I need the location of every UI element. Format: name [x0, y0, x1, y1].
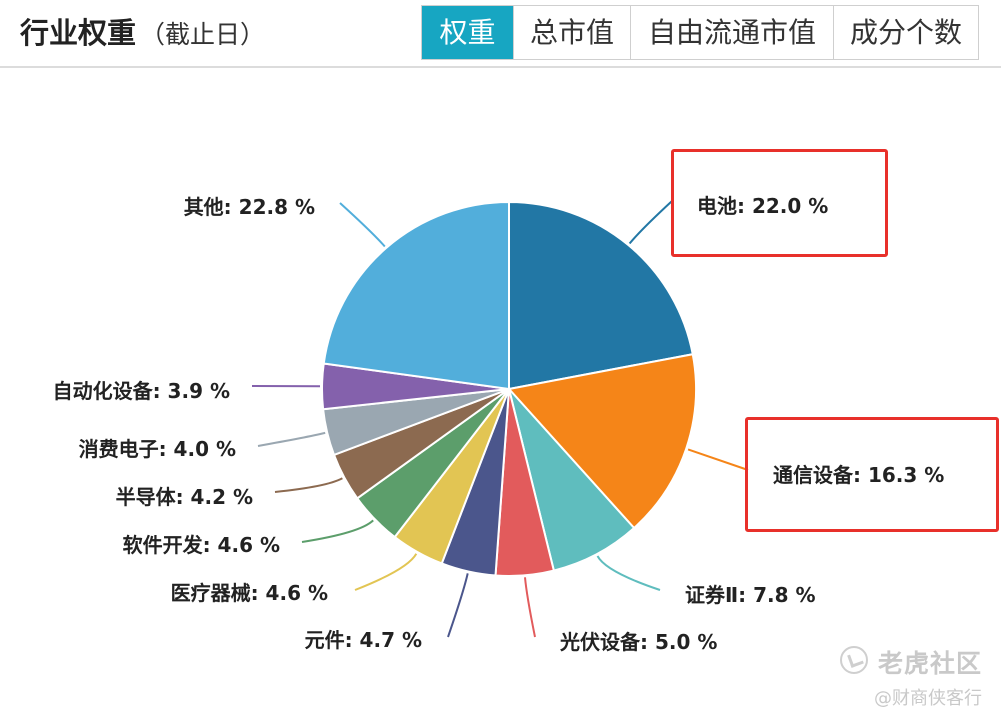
pie-slice-1[interactable]	[507, 353, 698, 530]
tab-total-market-cap[interactable]: 总市值	[514, 6, 631, 59]
connector-slice-7	[274, 477, 343, 493]
connector-slice-6	[301, 519, 374, 543]
label-slice-6: 软件开发: 4.6 %	[123, 533, 280, 557]
tab-free-float-market-cap[interactable]: 自由流通市值	[631, 6, 834, 59]
title-subtitle: （截止日）	[140, 20, 266, 49]
connector-slice-4	[447, 573, 469, 638]
label-slice-3: 光伏设备: 5.0 %	[559, 630, 717, 654]
connector-slice-1	[687, 448, 749, 471]
label-slice-10: 其他: 22.8 %	[184, 195, 315, 219]
pie-slice-2[interactable]	[508, 388, 636, 572]
tab-weight[interactable]: 权重	[422, 6, 514, 59]
connector-slice-10	[339, 202, 386, 248]
label-slice-5: 医疗器械: 4.6 %	[171, 581, 328, 605]
watermark: 老虎社区 @财商侠客行	[838, 640, 998, 716]
pie-slice-10[interactable]	[322, 200, 510, 391]
watermark-sub: @财商侠客行	[874, 688, 982, 709]
highlight-box-telecom-equipment	[745, 417, 999, 532]
label-slice-2: 证券Ⅱ: 7.8 %	[685, 583, 816, 607]
pie-slice-0[interactable]	[508, 200, 694, 391]
title-text: 行业权重	[20, 16, 137, 50]
connector-slice-5	[354, 553, 418, 591]
connector-slice-3	[524, 577, 536, 638]
connector-slice-8	[257, 431, 326, 447]
connector-slice-0	[628, 200, 673, 245]
label-slice-7: 半导体: 4.2 %	[116, 485, 253, 509]
label-slice-8: 消费电子: 4.0 %	[79, 437, 236, 461]
watermark-main: 老虎社区	[878, 649, 983, 678]
label-slice-1: 通信设备: 16.3 %	[773, 463, 944, 487]
header: 行业权重 （截止日） 权重 总市值 自由流通市值 成分个数	[0, 0, 1001, 68]
label-slice-9: 自动化设备: 3.9 %	[53, 379, 230, 403]
industry-weight-pie-chart: 电池: 22.0 % 通信设备: 16.3 % 证券Ⅱ: 7.8 % 光伏设备: 5.…	[53, 194, 945, 654]
connector-slice-2	[596, 555, 661, 591]
metric-tabs: 权重 总市值 自由流通市值 成分个数	[421, 5, 979, 60]
page-title: 行业权重 （截止日）	[20, 10, 265, 52]
label-slice-0: 电池: 22.0 %	[697, 194, 828, 218]
tab-constituent-count[interactable]: 成分个数	[834, 6, 978, 59]
tiger-logo-icon	[840, 646, 868, 674]
label-slice-4: 元件: 4.7 %	[305, 628, 422, 652]
highlight-box-battery	[671, 149, 888, 257]
